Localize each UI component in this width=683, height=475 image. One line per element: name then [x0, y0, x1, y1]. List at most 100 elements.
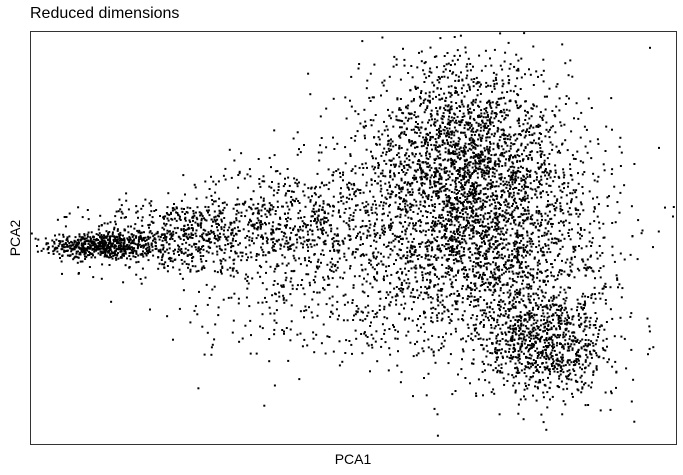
scatter-point-2946: [448, 127, 451, 130]
scatter-point-389: [119, 250, 122, 253]
scatter-point-2937: [480, 171, 483, 174]
scatter-point-2423: [388, 159, 391, 162]
scatter-point-503: [102, 246, 105, 249]
scatter-point-4747: [468, 268, 471, 271]
scatter-point-1979: [482, 214, 485, 217]
scatter-point-4964: [460, 179, 463, 182]
scatter-point-405: [81, 236, 84, 239]
scatter-point-660: [195, 216, 198, 219]
scatter-point-1550: [261, 204, 264, 207]
scatter-point-3927: [533, 132, 536, 135]
scatter-point-3817: [443, 339, 446, 342]
scatter-point-1170: [184, 219, 187, 222]
scatter-point-2293: [486, 218, 489, 221]
scatter-point-1608: [234, 203, 237, 206]
scatter-point-982: [185, 232, 187, 235]
scatter-point-4292: [517, 251, 520, 253]
scatter-point-399: [114, 240, 117, 243]
scatter-point-2561: [434, 220, 437, 223]
scatter-point-3677: [425, 174, 428, 177]
scatter-point-2155: [480, 112, 483, 115]
scatter-point-3065: [406, 204, 409, 207]
scatter-point-4112: [485, 234, 488, 237]
scatter-point-4942: [373, 200, 376, 203]
scatter-point-3419: [477, 168, 480, 171]
scatter-point-3451: [497, 314, 500, 317]
scatter-point-2824: [490, 154, 493, 156]
scatter-point-4760: [528, 240, 531, 243]
scatter-point-850: [212, 260, 215, 263]
scatter-point-2961: [420, 60, 423, 63]
scatter-point-3997: [407, 164, 410, 166]
scatter-point-4248: [318, 159, 321, 162]
scatter-point-162: [128, 235, 131, 238]
scatter-point-2540: [577, 117, 580, 120]
scatter-point-1885: [449, 141, 452, 144]
scatter-point-4620: [449, 278, 452, 281]
scatter-point-667: [184, 213, 186, 215]
scatter-point-2945: [441, 200, 444, 203]
scatter-point-4903: [451, 249, 453, 252]
scatter-point-714: [183, 230, 185, 233]
scatter-point-1261: [322, 287, 324, 290]
scatter-point-4146: [515, 366, 518, 369]
scatter-point-3229: [522, 158, 525, 161]
scatter-point-215: [63, 243, 65, 246]
scatter-point-1843: [422, 101, 425, 104]
scatter-point-2261: [430, 109, 433, 112]
scatter-point-3675: [619, 136, 622, 139]
scatter-point-50: [68, 242, 71, 244]
scatter-point-3806: [615, 274, 618, 277]
scatter-point-4392: [455, 302, 458, 305]
scatter-point-4349: [349, 265, 352, 267]
scatter-point-4403: [397, 206, 400, 209]
scatter-point-1756: [325, 231, 328, 234]
scatter-point-577: [102, 239, 105, 242]
scatter-point-459: [90, 231, 93, 234]
scatter-point-494: [74, 236, 77, 239]
scatter-point-1128: [243, 201, 246, 204]
scatter-point-4333: [450, 313, 453, 316]
scatter-point-4954: [508, 188, 511, 190]
scatter-point-3268: [500, 111, 503, 114]
scatter-point-4391: [355, 337, 358, 340]
scatter-point-3003: [469, 156, 472, 159]
scatter-point-691: [140, 219, 143, 222]
scatter-point-1250: [182, 174, 185, 177]
scatter-point-768: [239, 242, 241, 245]
scatter-point-3139: [426, 105, 429, 108]
scatter-point-2481: [402, 225, 405, 228]
scatter-point-1457: [342, 242, 345, 245]
scatter-point-3701: [429, 101, 431, 104]
scatter-point-745: [257, 253, 260, 256]
scatter-point-2104: [491, 101, 494, 104]
scatter-point-1183: [361, 163, 364, 166]
scatter-point-2173: [441, 141, 444, 144]
scatter-point-4425: [465, 242, 468, 245]
scatter-point-1607: [250, 208, 253, 211]
scatter-point-2944: [490, 182, 492, 185]
scatter-point-2181: [514, 181, 516, 184]
scatter-point-1348: [295, 233, 298, 236]
scatter-point-519: [56, 250, 59, 253]
scatter-point-4873: [404, 229, 407, 232]
scatter-point-2140: [323, 240, 326, 243]
scatter-point-788: [198, 211, 201, 214]
scatter-point-3754: [504, 211, 507, 214]
scatter-point-1581: [263, 180, 266, 183]
scatter-point-4372: [504, 216, 507, 219]
scatter-point-802: [190, 227, 193, 229]
scatter-point-1436: [289, 244, 292, 247]
scatter-point-206: [111, 235, 114, 238]
scatter-point-4350: [375, 255, 378, 258]
scatter-point-2435: [418, 160, 421, 163]
scatter-point-1509: [276, 282, 279, 285]
scatter-point-2972: [373, 63, 376, 66]
scatter-point-953: [88, 266, 91, 268]
scatter-point-3671: [489, 141, 491, 144]
scatter-point-2321: [477, 153, 480, 156]
scatter-point-1738: [272, 244, 275, 247]
scatter-point-1109: [123, 250, 126, 252]
scatter-point-2605: [409, 255, 412, 258]
scatter-point-2371: [447, 104, 450, 107]
